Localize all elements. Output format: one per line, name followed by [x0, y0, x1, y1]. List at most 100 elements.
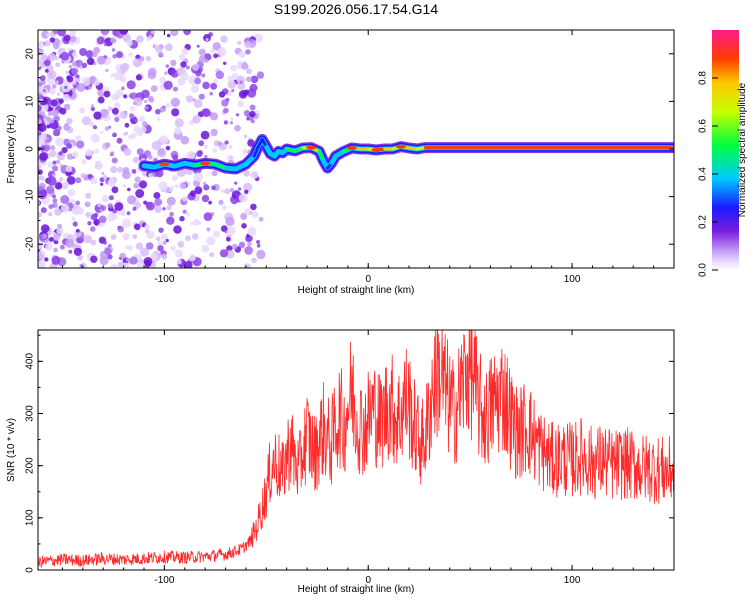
- noise-blob: [38, 164, 42, 170]
- noise-blob: [157, 245, 164, 252]
- noise-blob: [163, 80, 173, 90]
- noise-blob: [158, 51, 164, 57]
- noise-blob: [100, 182, 104, 186]
- noise-blob: [45, 243, 53, 251]
- noise-blob: [101, 195, 109, 203]
- noise-blob: [193, 99, 203, 108]
- noise-blob: [215, 70, 224, 80]
- noise-blob: [40, 132, 47, 140]
- noise-blob: [119, 110, 128, 119]
- x-tick-label: -100: [154, 274, 174, 285]
- noise-blob: [159, 76, 166, 84]
- noise-blob: [60, 52, 70, 61]
- noise-blob: [147, 154, 153, 160]
- noise-blob: [104, 126, 110, 131]
- noise-blob: [240, 212, 248, 220]
- noise-blob: [169, 211, 175, 217]
- noise-blob: [209, 112, 219, 121]
- noise-blob: [126, 195, 137, 205]
- noise-blob: [123, 147, 132, 156]
- noise-blob: [38, 253, 45, 260]
- noise-blob: [90, 213, 98, 221]
- noise-blob: [114, 202, 124, 211]
- noise-blob: [190, 222, 194, 226]
- noise-blob: [90, 239, 97, 246]
- noise-blob: [192, 233, 199, 240]
- noise-blob: [112, 208, 118, 214]
- noise-blob: [42, 233, 48, 239]
- noise-blob: [59, 244, 65, 250]
- noise-blob: [38, 175, 45, 181]
- noise-blob: [55, 62, 61, 68]
- noise-blob: [71, 61, 78, 67]
- snr-xlabel: Height of straight line (km): [298, 584, 415, 595]
- noise-blob: [204, 144, 208, 149]
- noise-blob: [89, 75, 96, 83]
- noise-blob: [246, 76, 252, 82]
- noise-blob: [180, 72, 189, 81]
- noise-blob: [134, 176, 141, 183]
- ridge-core-segment: [334, 149, 346, 158]
- noise-blob: [210, 82, 218, 90]
- noise-blob: [87, 173, 93, 179]
- noise-blob: [154, 198, 163, 207]
- noise-blob: [141, 89, 150, 99]
- noise-blob: [85, 148, 93, 157]
- noise-blob: [45, 185, 55, 194]
- noise-blob: [38, 169, 43, 175]
- noise-blob: [201, 73, 206, 78]
- figure-title: S199.2026.056.17.54.G14: [274, 1, 438, 17]
- noise-blob: [226, 154, 234, 162]
- noise-blob: [166, 204, 172, 211]
- noise-blob: [154, 44, 159, 49]
- noise-blob: [256, 240, 261, 244]
- noise-blob: [93, 218, 100, 226]
- noise-blob: [68, 47, 72, 52]
- noise-blob: [52, 198, 58, 204]
- noise-blob: [38, 119, 42, 125]
- colorbar-tick-label: 0.2: [698, 215, 709, 229]
- noise-blob: [115, 89, 124, 98]
- noise-blob: [180, 61, 187, 68]
- noise-blob: [166, 216, 175, 225]
- noise-blob: [231, 73, 239, 80]
- noise-blob: [249, 104, 256, 111]
- noise-blob: [246, 117, 250, 121]
- noise-blob: [250, 119, 255, 124]
- noise-blob: [198, 221, 202, 225]
- noise-blob: [83, 234, 92, 244]
- noise-blob: [54, 56, 59, 60]
- noise-blob: [125, 257, 130, 262]
- noise-blob: [144, 99, 148, 104]
- noise-blob: [111, 186, 119, 194]
- noise-blob: [38, 41, 45, 49]
- noise-blob: [165, 145, 171, 151]
- noise-blob: [107, 203, 113, 209]
- noise-blob: [185, 65, 190, 70]
- noise-blob: [154, 205, 162, 213]
- noise-blob: [213, 230, 221, 238]
- noise-blob: [238, 50, 246, 59]
- noise-blob: [43, 58, 51, 67]
- noise-blob: [100, 205, 107, 212]
- noise-blob: [114, 102, 121, 109]
- noise-blob: [119, 30, 129, 35]
- noise-blob: [212, 147, 218, 153]
- noise-blob: [72, 81, 77, 85]
- noise-blob: [122, 218, 132, 228]
- noise-blob: [243, 170, 250, 177]
- noise-blob: [111, 107, 119, 115]
- noise-blob: [97, 203, 102, 208]
- noise-blob: [146, 37, 152, 42]
- noise-blob: [66, 176, 76, 185]
- noise-blob: [132, 234, 138, 240]
- noise-blob: [62, 93, 71, 102]
- noise-blob: [159, 135, 169, 145]
- noise-blob: [110, 151, 115, 156]
- spectrogram-xlabel: Height of straight line (km): [298, 285, 415, 296]
- noise-blob: [72, 151, 79, 158]
- spectrogram-ridge: [138, 134, 674, 175]
- noise-blob: [186, 151, 196, 160]
- noise-blob: [39, 75, 46, 81]
- noise-blob: [209, 252, 215, 258]
